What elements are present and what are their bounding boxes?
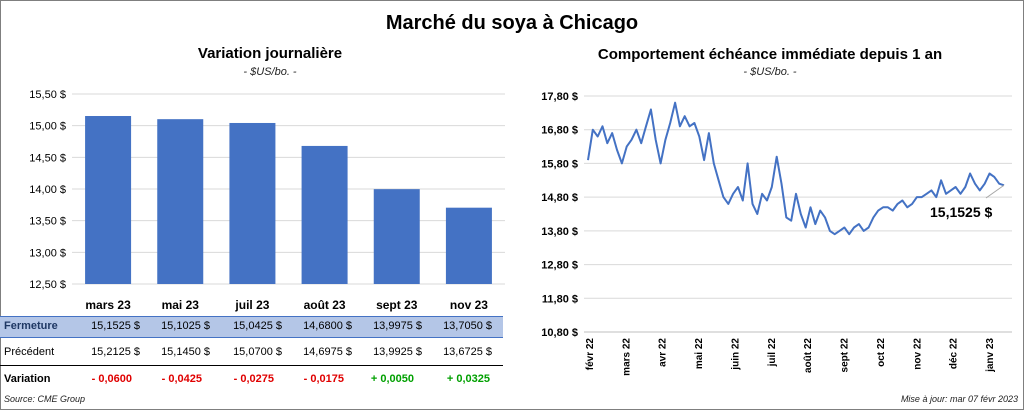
y-tick-label: 15,80 $ [541, 158, 578, 170]
cell-variation: + 0,0050 [370, 373, 414, 385]
x-tick-label: nov 23 [450, 298, 488, 312]
x-tick-label: juil 22 [767, 338, 778, 368]
x-tick-label: nov 22 [912, 338, 923, 370]
cell-fermeture: 15,1525 $ [91, 320, 140, 332]
bar [229, 122, 276, 284]
x-tick-label: juin 22 [730, 338, 741, 371]
cell-fermeture: 15,0425 $ [233, 320, 282, 332]
bar [373, 189, 420, 284]
cell-variation: - 0,0275 [233, 373, 274, 385]
y-tick-label: 15,00 $ [29, 121, 66, 133]
x-tick-label: mai 22 [694, 338, 705, 370]
y-tick-label: 12,50 $ [29, 279, 66, 291]
y-tick-label: 14,00 $ [29, 184, 66, 196]
update-note: Mise à jour: mar 07 févr 2023 [900, 394, 1018, 404]
cell-fermeture: 15,1025 $ [161, 320, 210, 332]
line-chart-unit: - $US/bo. - [743, 66, 797, 78]
cell-variation: - 0,0600 [91, 373, 132, 385]
series-line [587, 101, 1005, 236]
y-tick-label: 13,00 $ [29, 247, 66, 259]
cell-fermeture: 13,9975 $ [373, 320, 422, 332]
bar-chart-title: Variation journalière [197, 45, 343, 62]
y-tick-label: 14,80 $ [541, 192, 578, 204]
y-tick-label: 14,50 $ [29, 152, 66, 164]
cell-precedent: 13,6725 $ [443, 346, 492, 358]
y-tick-label: 12,80 $ [541, 260, 578, 272]
label-leader [985, 184, 1005, 199]
x-tick-label: déc 22 [949, 338, 960, 370]
bar-chart: 12,50 $ 13,00 $ 13,50 $ 14,00 $ 14,50 $ 15,00… [29, 89, 505, 312]
x-tick-label: oct 22 [876, 338, 887, 367]
cell-precedent: 15,2125 $ [91, 346, 140, 358]
x-tick-label: sept 23 [376, 298, 418, 312]
table-divider [0, 365, 503, 366]
x-tick-label: sept 22 [840, 338, 851, 373]
x-tick-label: janv 23 [985, 338, 996, 373]
y-tick-label: 11,80 $ [542, 293, 578, 305]
line-chart-title: Comportement échéance immédiate depuis 1… [597, 46, 943, 63]
row-variation: Variation - 0,0600 - 0,0425 - 0,0275 - 0… [0, 370, 503, 390]
y-tick-label: 13,80 $ [541, 226, 578, 238]
x-tick-label: août 22 [803, 338, 814, 373]
cell-precedent: 13,9925 $ [373, 346, 422, 358]
x-tick-label: août 23 [304, 298, 346, 312]
x-tick-label: mai 23 [162, 298, 200, 312]
bar [157, 119, 204, 284]
row-label-fermeture: Fermeture [4, 320, 58, 332]
y-tick-label: 13,50 $ [29, 216, 66, 228]
cell-precedent: 15,0700 $ [233, 346, 282, 358]
bar [301, 145, 348, 284]
y-tick-label: 10,80 $ [541, 327, 578, 339]
cell-fermeture: 14,6800 $ [303, 320, 352, 332]
page-title: Marché du soya à Chicago [385, 12, 639, 34]
bar [445, 207, 492, 284]
cell-variation: - 0,0175 [303, 373, 344, 385]
cell-variation: + 0,0325 [446, 373, 490, 385]
cell-precedent: 15,1450 $ [161, 346, 210, 358]
source-note: Source: CME Group [4, 394, 86, 404]
last-value-label: 15,1525 $ [930, 204, 993, 220]
x-tick-label: juil 23 [234, 298, 269, 312]
bar [85, 116, 132, 284]
row-fermeture: Fermeture 15,1525 $ 15,1025 $ 15,0425 $ … [0, 316, 503, 338]
bar-chart-unit: - $US/bo. - [243, 66, 297, 78]
cell-variation: - 0,0425 [161, 373, 202, 385]
row-label-variation: Variation [4, 373, 51, 385]
y-tick-label: 16,80 $ [541, 125, 578, 137]
y-tick-label: 15,50 $ [29, 89, 66, 101]
y-tick-label: 17,80 $ [541, 91, 578, 103]
row-label-precedent: Précédent [4, 346, 55, 358]
cell-fermeture: 13,7050 $ [443, 320, 492, 332]
cell-precedent: 14,6975 $ [303, 346, 352, 358]
x-tick-label: mars 23 [85, 298, 131, 312]
x-tick-label: avr 22 [658, 338, 669, 367]
x-tick-label: mars 22 [621, 338, 632, 376]
x-tick-label: févr 22 [585, 338, 596, 371]
row-precedent: Précédent 15,2125 $ 15,1450 $ 15,0700 $ … [0, 343, 503, 363]
